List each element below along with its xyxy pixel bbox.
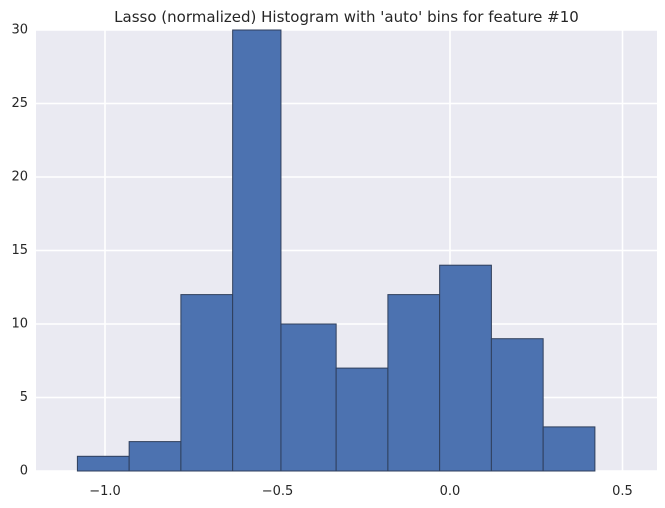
y-tick-label: 15	[11, 243, 28, 258]
histogram-bar	[542, 426, 596, 472]
x-tick-label: 0.0	[440, 484, 461, 499]
y-tick-label: 20	[11, 170, 28, 185]
histogram-bar	[490, 338, 544, 472]
histogram-bar	[180, 294, 234, 472]
histogram-bar	[439, 264, 492, 472]
x-tick-label: −0.5	[262, 484, 294, 499]
chart-title: Lasso (normalized) Histogram with 'auto'…	[114, 8, 579, 26]
histogram-bar	[76, 455, 130, 472]
y-tick-label: 0	[20, 464, 28, 479]
x-axis-ticks: −1.0 −0.5 0.0 0.5	[89, 484, 633, 499]
histogram-bar	[335, 367, 389, 472]
y-tick-label: 30	[11, 23, 28, 38]
y-tick-label: 5	[20, 390, 28, 405]
x-tick-label: 0.5	[612, 484, 633, 499]
y-tick-label: 25	[11, 96, 28, 111]
y-tick-label: 10	[11, 317, 28, 332]
y-axis-ticks: 0 5 10 15 20 25 30	[11, 23, 28, 479]
histogram-bars	[76, 29, 596, 472]
histogram-bar	[280, 323, 337, 472]
histogram-bar	[387, 294, 441, 472]
histogram-bar	[232, 29, 282, 472]
histogram-bar	[128, 441, 182, 472]
x-tick-label: −1.0	[89, 484, 121, 499]
